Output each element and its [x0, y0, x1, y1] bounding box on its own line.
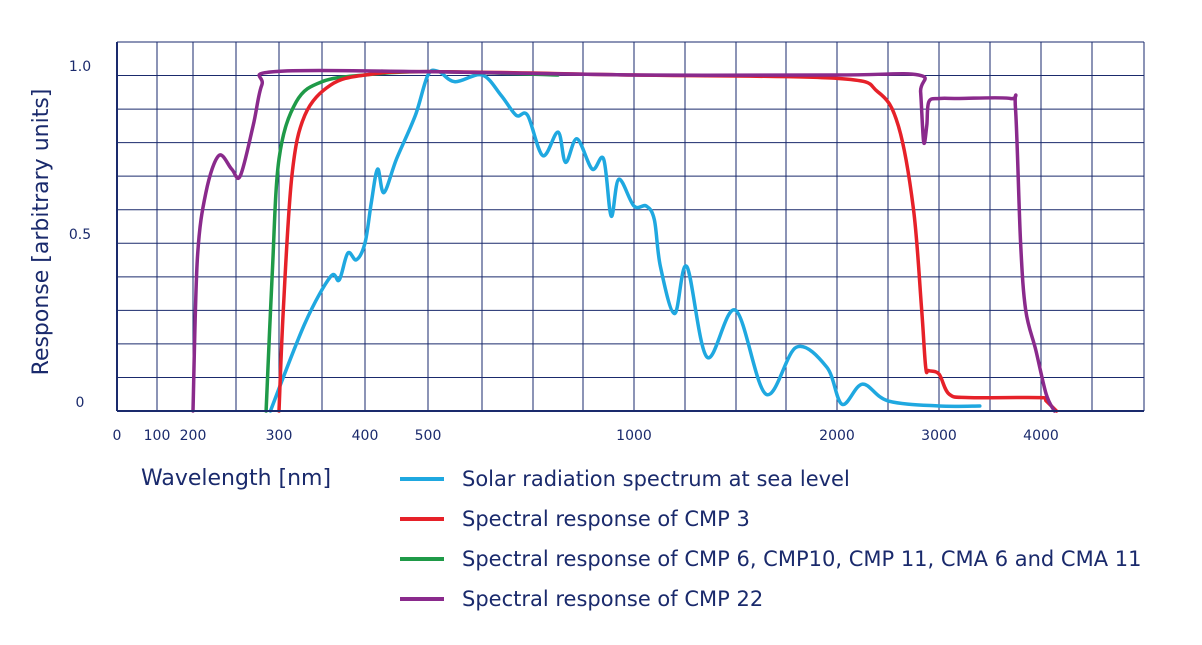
x-tick-label: 400	[352, 428, 379, 444]
y-tick-label: 0.5	[69, 227, 91, 243]
y-axis-title: Response [arbitrary units]	[29, 89, 54, 376]
x-tick-label: 100	[144, 428, 171, 444]
y-tick-label: 1.0	[69, 59, 91, 75]
x-tick-label: 500	[415, 428, 442, 444]
x-axis-title: Wavelength [nm]	[141, 466, 331, 491]
x-tick-label: 0	[113, 428, 122, 444]
x-tick-label: 2000	[819, 428, 855, 444]
x-tick-label: 4000	[1023, 428, 1059, 444]
series-line-2	[277, 69, 1059, 413]
x-tick-label: 200	[180, 428, 207, 444]
series-line-4	[191, 68, 1057, 413]
series-lines	[191, 68, 1059, 413]
x-tick-label: 3000	[921, 428, 957, 444]
x-tick-label: 1000	[616, 428, 652, 444]
legend-label-3: Spectral response of CMP 6, CMP10, CMP 1…	[462, 547, 1141, 571]
legend-label-1: Solar radiation spectrum at sea level	[462, 467, 850, 491]
axes	[116, 42, 1144, 412]
x-tick-label: 300	[266, 428, 293, 444]
legend-label-4: Spectral response of CMP 22	[462, 587, 763, 611]
legend: Solar radiation spectrum at sea level Spe…	[400, 467, 1141, 611]
legend-label-2: Spectral response of CMP 3	[462, 507, 750, 531]
y-tick-label: 0	[76, 395, 85, 411]
tick-labels: 0 0.5 1.0 0 100 200 300 400 500 1000 2000 3000 4000	[69, 59, 1059, 444]
series-line-1	[268, 68, 982, 413]
grid	[116, 41, 1145, 412]
